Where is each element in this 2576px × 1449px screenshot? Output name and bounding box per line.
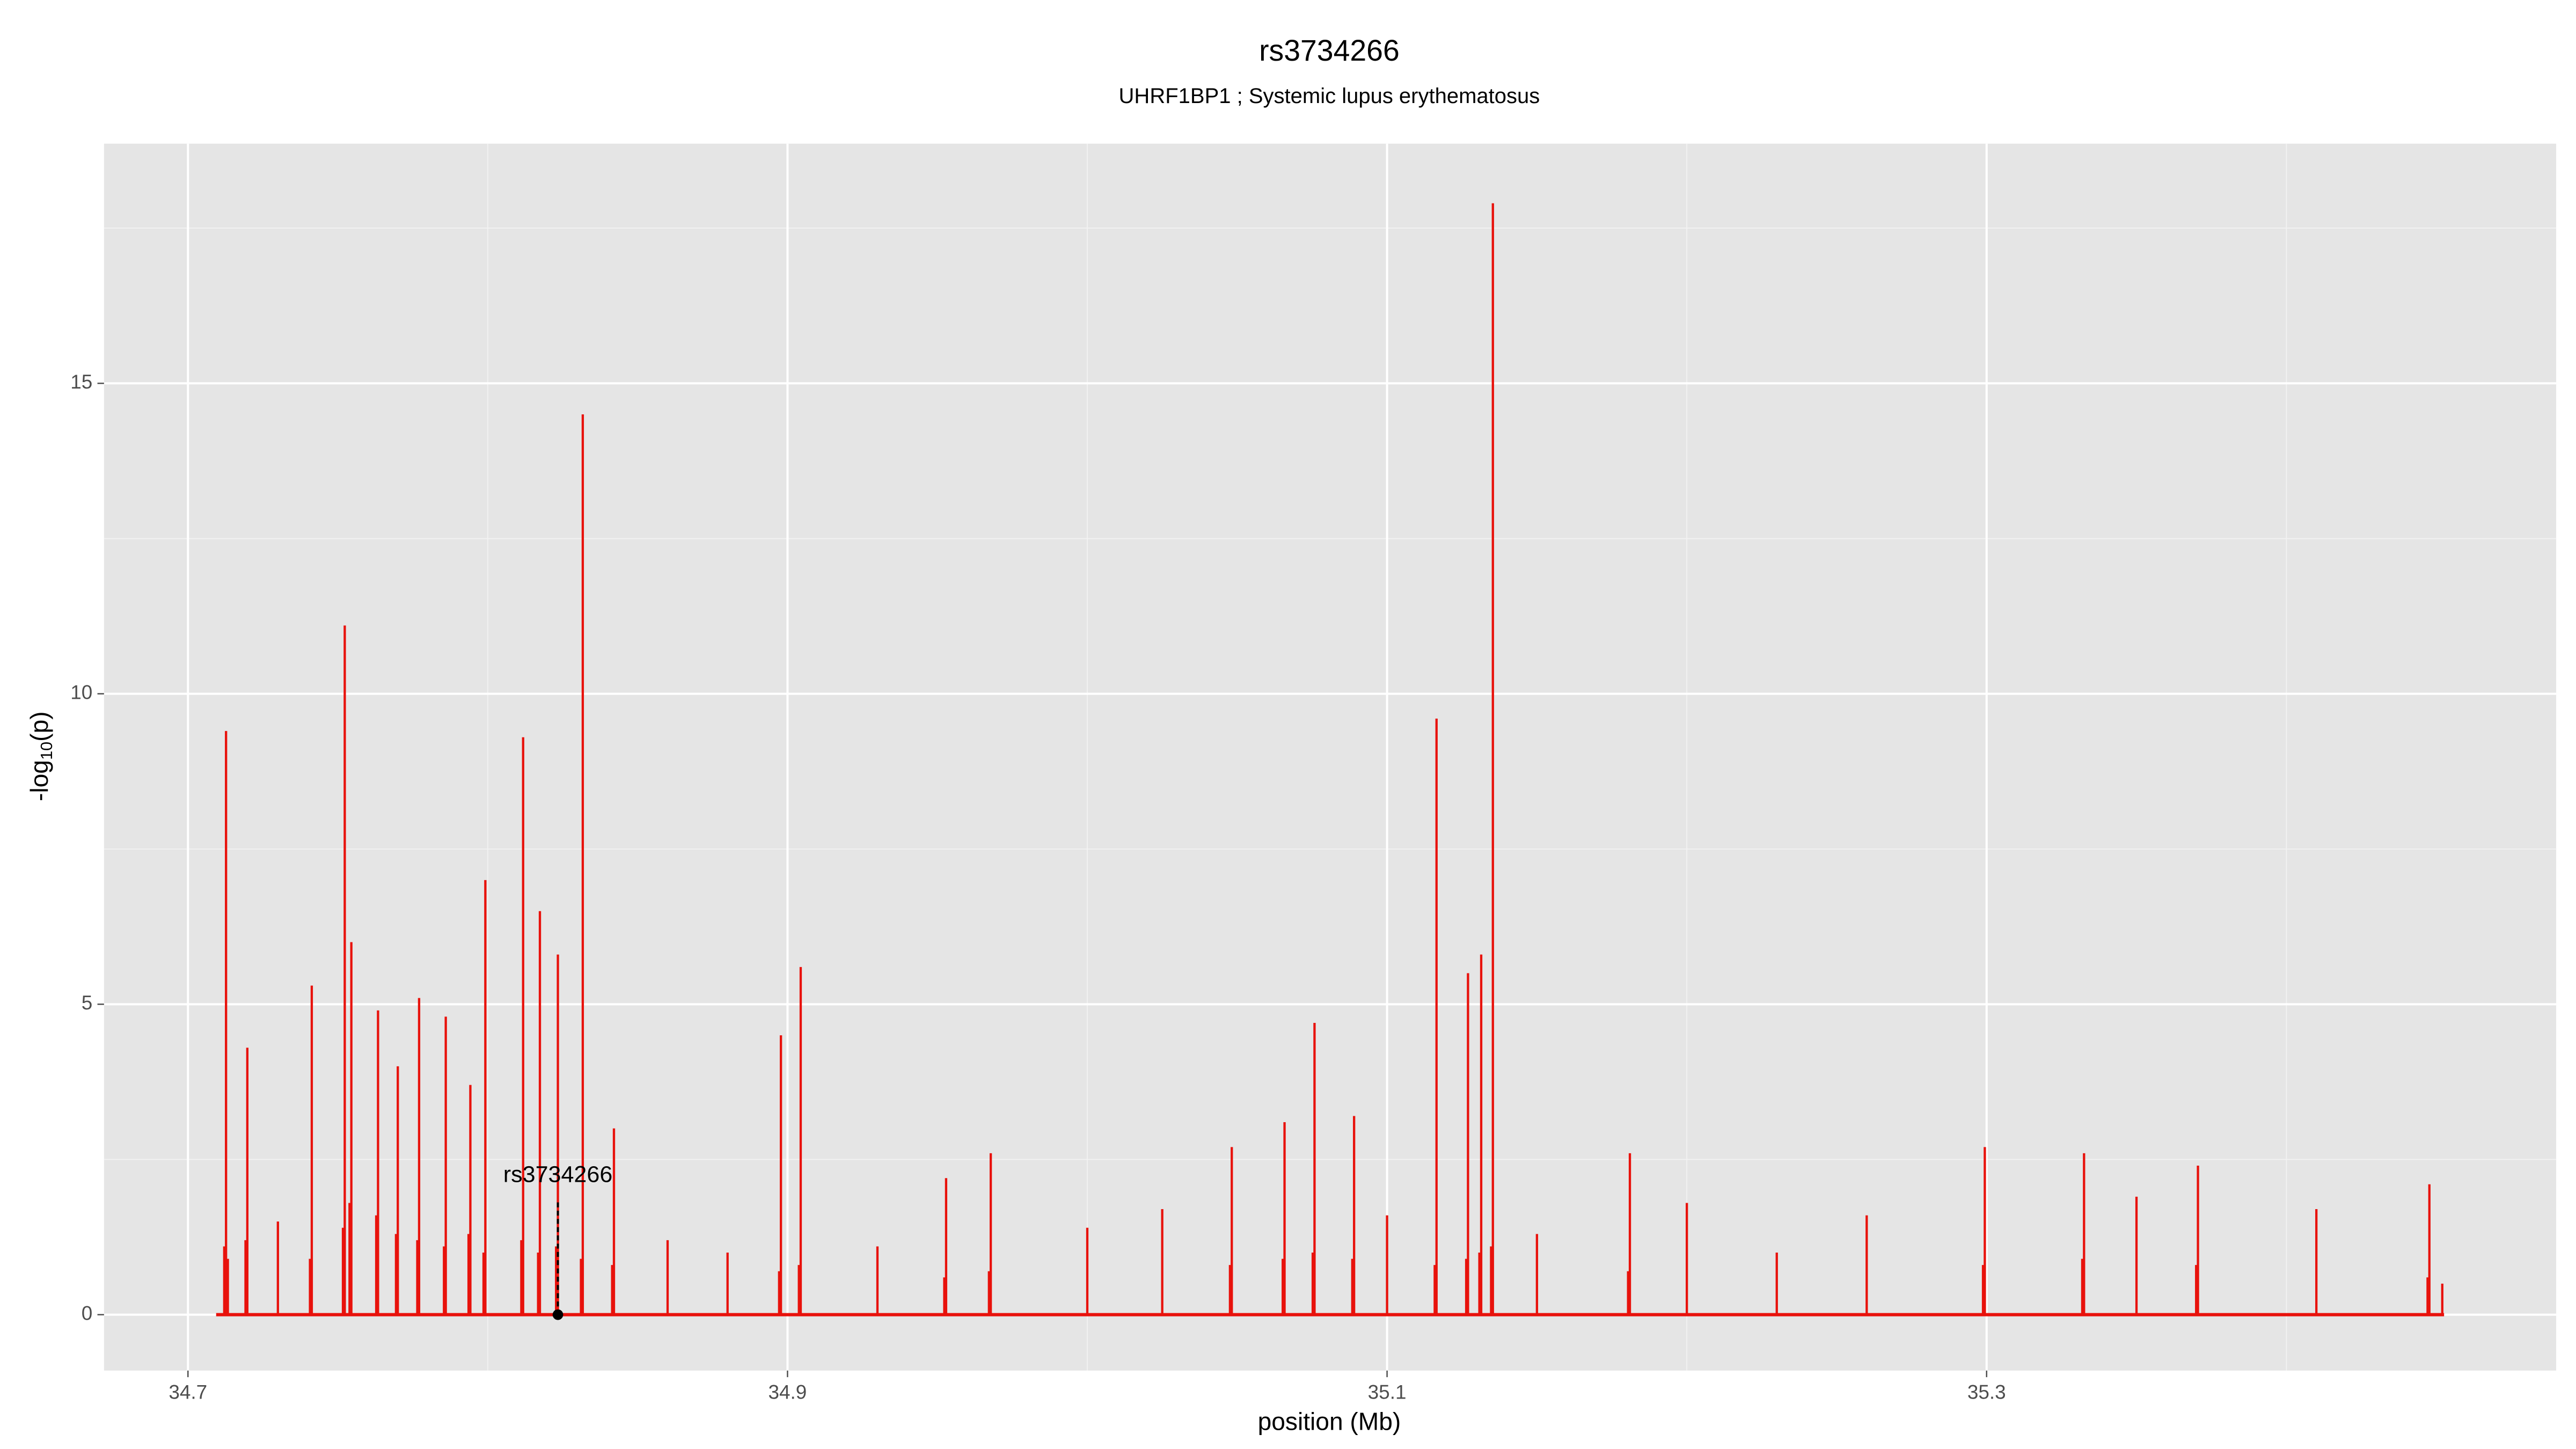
- x-tick-label: 35.3: [1967, 1381, 2006, 1403]
- y-axis-label-part: (p): [25, 711, 53, 741]
- x-axis-label: position (Mb): [1258, 1407, 1401, 1435]
- y-axis-label-subscript: 10: [37, 742, 56, 760]
- y-tick-label: 0: [82, 1302, 93, 1324]
- annotation-label: rs3734266: [503, 1162, 613, 1188]
- chart-title: rs3734266: [1259, 34, 1400, 67]
- y-tick-label: 15: [70, 371, 92, 393]
- y-tick-label: 10: [70, 682, 92, 704]
- chart-subtitle: UHRF1BP1 ; Systemic lupus erythematosus: [1119, 84, 1540, 108]
- y-axis-label-part: -log: [25, 760, 53, 801]
- plot-panel: [104, 143, 2557, 1371]
- x-tick-label: 34.9: [768, 1381, 807, 1403]
- x-tick-label: 35.1: [1368, 1381, 1407, 1403]
- annotation-point: [552, 1309, 564, 1320]
- y-axis-label: -log10(p): [25, 711, 56, 801]
- y-tick-label: 5: [82, 992, 93, 1014]
- x-tick-label: 34.7: [169, 1381, 207, 1403]
